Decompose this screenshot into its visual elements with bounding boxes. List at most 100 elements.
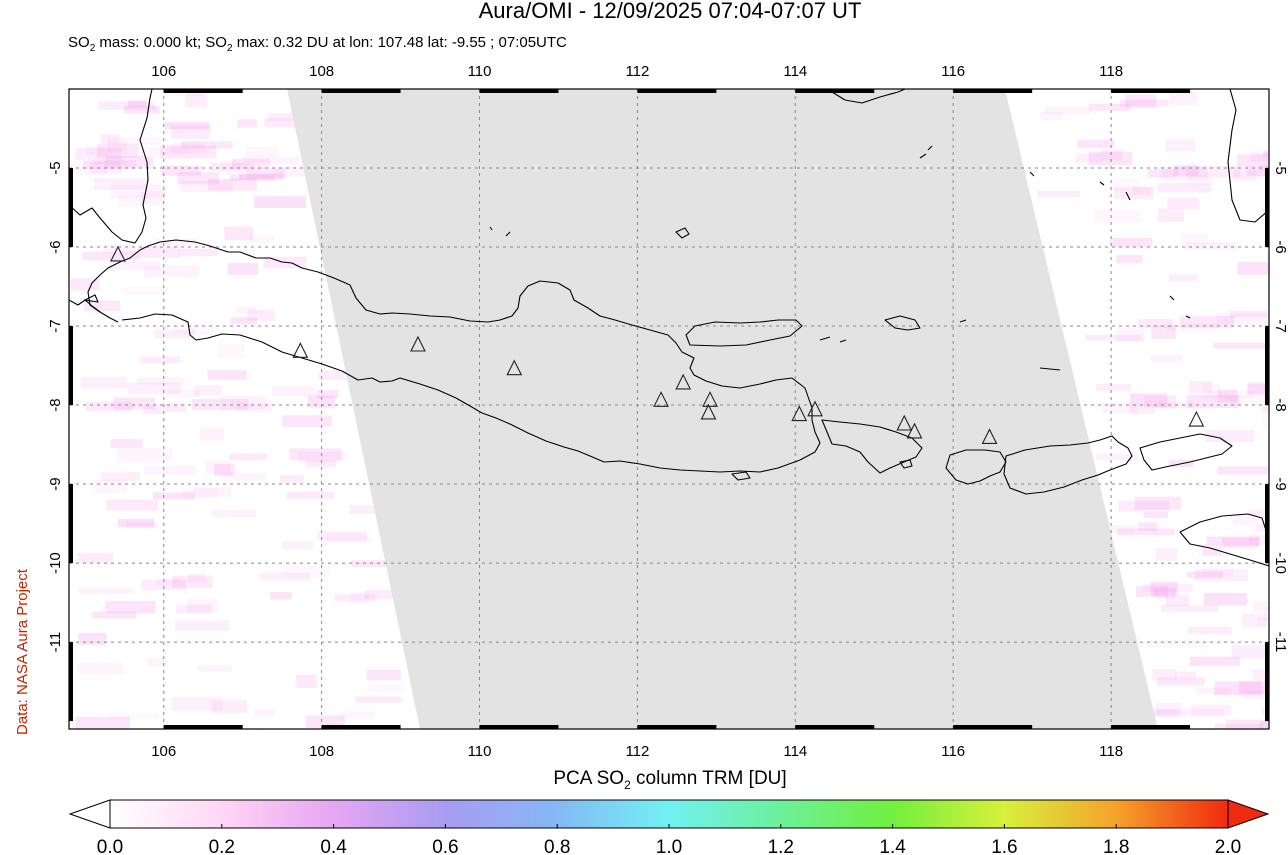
so2-cell (181, 141, 233, 149)
lon-tick-label-bottom: 112 (625, 743, 649, 760)
so2-cell (236, 306, 257, 314)
so2-cell (260, 572, 310, 581)
so2-cell (123, 105, 160, 114)
so2-cell (273, 166, 309, 177)
coast-flores (1139, 433, 1233, 471)
so2-cell (1257, 617, 1269, 626)
map-area (69, 89, 1269, 729)
so2-cell (317, 531, 368, 541)
volcano-marker (653, 391, 669, 407)
so2-cell (105, 600, 156, 614)
so2-cell (307, 395, 335, 408)
volcano-marker (896, 414, 913, 431)
colorbar-tick-label: 0.8 (544, 837, 570, 855)
so2-cell (1101, 149, 1123, 161)
so2-cell (1130, 393, 1168, 408)
so2-cell (242, 156, 299, 164)
so2-cell (280, 474, 304, 483)
so2-cell (107, 261, 160, 271)
so2-cell (107, 137, 161, 145)
so2-cell (182, 488, 220, 498)
so2-cell (298, 451, 345, 462)
so2-cell (140, 191, 164, 205)
so2-cell (1232, 170, 1269, 179)
so2-cell (159, 145, 217, 159)
coast-nusa-java-south (731, 471, 751, 481)
so2-cell (137, 377, 185, 385)
coast-sumba (1179, 513, 1269, 567)
so2-cell (156, 577, 180, 586)
graticule (69, 89, 1269, 729)
so2-cell (1132, 187, 1151, 195)
lon-tick-label-bottom: 106 (151, 743, 176, 760)
so2-cell (137, 246, 180, 258)
border-scale-segment (69, 168, 73, 248)
colorbar-gradient (110, 800, 1228, 828)
so2-cell (1110, 178, 1140, 192)
colorbar-tick-label: 1.2 (768, 837, 794, 855)
so2-cell (1189, 656, 1240, 666)
so2-cell (72, 162, 108, 175)
colorbar-title: PCA SO2 column TRM [DU] (553, 768, 787, 792)
so2-cell (1246, 166, 1269, 177)
so2-cell (1259, 164, 1269, 172)
lon-tick-label-bottom: 116 (941, 743, 965, 760)
so2-cell (1077, 140, 1115, 148)
so2-cell (1247, 383, 1269, 396)
colorbar-tick-label: 0.4 (320, 837, 347, 855)
so2-cell (1111, 525, 1135, 534)
so2-cell (296, 675, 317, 689)
lat-tick-label-left: -6 (47, 240, 64, 253)
volcano-marker (292, 342, 309, 358)
so2-cell (1217, 389, 1238, 403)
lat-tick-label-right: -10 (1272, 552, 1288, 574)
so2-cell (1198, 543, 1222, 555)
so2-cell (254, 196, 307, 208)
so2-cell (220, 395, 267, 410)
so2-cell (1249, 509, 1269, 516)
so2-cell (139, 356, 181, 364)
volcano-marker (702, 391, 718, 407)
so2-cell (94, 178, 149, 190)
so2-cell (1237, 262, 1269, 275)
so2-cell (221, 472, 266, 482)
so2-retrieval-cells (70, 89, 1269, 729)
so2-cell (1225, 719, 1269, 729)
lon-tick-label-top: 114 (783, 63, 807, 80)
so2-cell (237, 119, 257, 128)
so2-cell (355, 696, 402, 703)
so2-cell (1250, 152, 1269, 162)
border-scale-segment (69, 484, 73, 564)
so2-cell (1089, 103, 1131, 111)
so2-cell (1113, 186, 1155, 200)
so2-cell (1242, 613, 1267, 628)
map-border-scale (69, 89, 1269, 729)
so2-cell (1202, 547, 1222, 557)
so2-cell (1267, 250, 1269, 262)
so2-cell (1138, 522, 1158, 531)
so2-cell (75, 148, 122, 160)
colorbar-tick-label: 0.0 (97, 837, 123, 855)
colorbar-low-arrow (68, 799, 111, 829)
so2-cell (193, 487, 232, 497)
so2-cell (172, 575, 213, 589)
colorbar-tick-label: 2.0 (1215, 837, 1241, 855)
so2-cell (1151, 325, 1176, 339)
so2-cell (1194, 569, 1249, 582)
lat-tick-label-left: -9 (47, 477, 64, 490)
so2-cell (1206, 536, 1260, 546)
so2-cell (100, 134, 120, 144)
colorbar-tick-label: 1.4 (879, 837, 906, 855)
so2-cell (1186, 166, 1241, 178)
so2-cell (1239, 681, 1269, 694)
so2-cell (1156, 547, 1178, 561)
so2-cell (127, 382, 181, 394)
border-scale-segment (163, 89, 243, 93)
so2-cell (1179, 234, 1208, 244)
so2-cell (1262, 417, 1269, 428)
so2-cell (1188, 626, 1232, 634)
so2-cell (1152, 669, 1177, 680)
so2-cell (1165, 139, 1195, 152)
so2-cell (1185, 242, 1238, 250)
lat-tick-label-left: -7 (47, 319, 64, 332)
